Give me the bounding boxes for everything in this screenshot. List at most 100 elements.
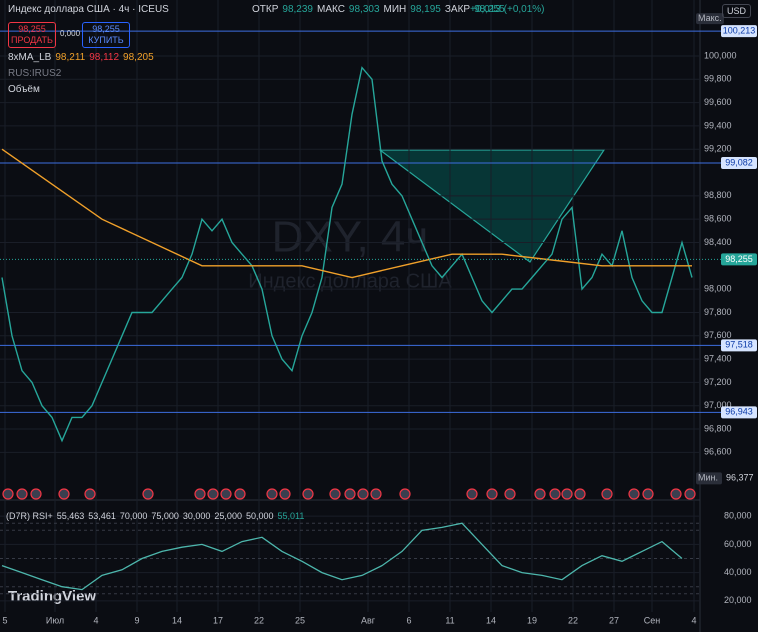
rsi-legend: (D7R) RSI+ 55,463 53,461 70,000 75,000 30,000…: [6, 511, 304, 521]
x-tick-label: 5: [2, 615, 7, 625]
rsi-param: 30,000: [182, 511, 211, 521]
event-icon: [266, 488, 278, 500]
y-tick-label: 98,400: [704, 237, 732, 247]
y-tick-label: 40,000: [724, 567, 752, 577]
event-icon: [329, 488, 341, 500]
y-tick-label: 97,400: [704, 353, 732, 363]
series-line: [1, 522, 683, 591]
price-tag: [721, 406, 757, 419]
price-tag-label: 98,255: [725, 254, 753, 264]
y-tick-label: 97,800: [704, 307, 732, 317]
x-tick-label: Июл: [46, 615, 64, 625]
ohlc-value: 98,255: [474, 4, 505, 15]
event-icon: [574, 488, 586, 500]
sell-label: ПРОДАТЬ: [11, 35, 53, 45]
x-tick-label: 11: [445, 615, 454, 625]
brand: TradingView: [8, 588, 96, 605]
price-tag: [721, 25, 757, 38]
indicator-legend[interactable]: 8xMA_LB 98,211 98,112 98,205: [8, 52, 154, 63]
event-icon: [642, 488, 654, 500]
x-tick-label: 6: [406, 615, 411, 625]
event-icon: [279, 488, 291, 500]
y-tick-label: 99,200: [704, 144, 732, 154]
sell-price: 98,255: [18, 24, 46, 34]
y-tick-label: 97,000: [704, 400, 732, 410]
rsi-current: 55,011: [277, 511, 305, 521]
y-tick-label: 60,000: [724, 539, 752, 549]
rsi-title: (D7R) RSI+: [6, 511, 53, 521]
buy-button[interactable]: 98,255 КУПИТЬ: [82, 22, 130, 48]
event-icon: [486, 488, 498, 500]
event-icon: [2, 488, 14, 500]
y-tick-label: 99,800: [704, 74, 732, 84]
sell-button[interactable]: 98,255 ПРОДАТЬ: [8, 22, 56, 48]
price-tag: [721, 156, 757, 169]
event-icon: [84, 488, 96, 500]
rsi-param: 25,000: [214, 511, 242, 521]
event-icon: [234, 488, 246, 500]
event-icon: [16, 488, 28, 500]
event-icon: [601, 488, 613, 500]
ohlc-label: МИН: [383, 4, 407, 15]
x-tick-label: Сен: [644, 615, 661, 625]
price-tag-label: 97,518: [725, 340, 753, 350]
series-line: [1, 148, 692, 279]
y-tick-label: 20,000: [724, 595, 752, 605]
spread: 0,000: [60, 29, 81, 38]
event-icon: [561, 488, 573, 500]
y-tick-label: 80,000: [724, 511, 752, 521]
event-icon: [302, 488, 314, 500]
ohlc-value: 98,303: [348, 4, 380, 15]
event-icon: [504, 488, 516, 500]
price-tag: [721, 339, 757, 352]
watermark-symbol: DXY, 4ч: [272, 213, 429, 262]
change: +0,013 (+0,01%): [470, 4, 545, 15]
x-tick-label: Авг: [361, 615, 376, 625]
event-icon: [207, 488, 219, 500]
event-icon: [30, 488, 42, 500]
max-tag: [696, 13, 724, 25]
ohlc-value: 98,195: [410, 4, 441, 15]
ohlc-label: МАКС: [316, 4, 345, 15]
event-icon: [399, 488, 411, 500]
event-icon: [220, 488, 232, 500]
event-icon: [344, 488, 356, 500]
x-tick-label: 9: [134, 615, 139, 625]
y-tick-label: 98,000: [704, 284, 732, 294]
y-tick-label: 96,800: [704, 423, 732, 433]
buy-label: КУПИТЬ: [88, 35, 124, 45]
buy-price: 98,255: [92, 24, 120, 34]
event-icon: [534, 488, 546, 500]
min-tag: [696, 472, 722, 485]
price-tag-label: 96,943: [725, 407, 753, 417]
x-tick-label: 4: [93, 615, 98, 625]
series-line: [1, 66, 693, 443]
event-icon: [628, 488, 640, 500]
y-tick-label: 97,600: [704, 330, 732, 340]
event-icon: [670, 488, 682, 500]
event-icon: [549, 488, 561, 500]
x-tick-label: 22: [568, 615, 578, 625]
rsi-param: 53,461: [88, 511, 116, 521]
event-icon: [142, 488, 154, 500]
rsi-param: 70,000: [119, 511, 148, 521]
y-tick-label: 98,800: [704, 190, 732, 200]
symbol-title[interactable]: Индекс доллара США · 4ч · ICEUS: [8, 4, 169, 15]
x-tick-label: 14: [172, 615, 182, 625]
min-text: Мин.: [698, 473, 718, 483]
compare-symbol[interactable]: RUS:IRUS2: [8, 68, 62, 79]
rsi-param: 75,000: [151, 511, 179, 521]
y-tick-label: 99,400: [704, 120, 732, 130]
indicator-value: 98,205: [123, 52, 154, 63]
currency-select[interactable]: USD: [722, 4, 752, 18]
indicator-value: 98,211: [55, 52, 86, 63]
price-tag: [721, 253, 757, 266]
event-icon: [194, 488, 206, 500]
y-tick-label: 99,600: [704, 97, 732, 107]
event-icon: [684, 488, 696, 500]
x-tick-label: 17: [213, 615, 223, 625]
volume-legend[interactable]: Объём: [8, 84, 40, 95]
